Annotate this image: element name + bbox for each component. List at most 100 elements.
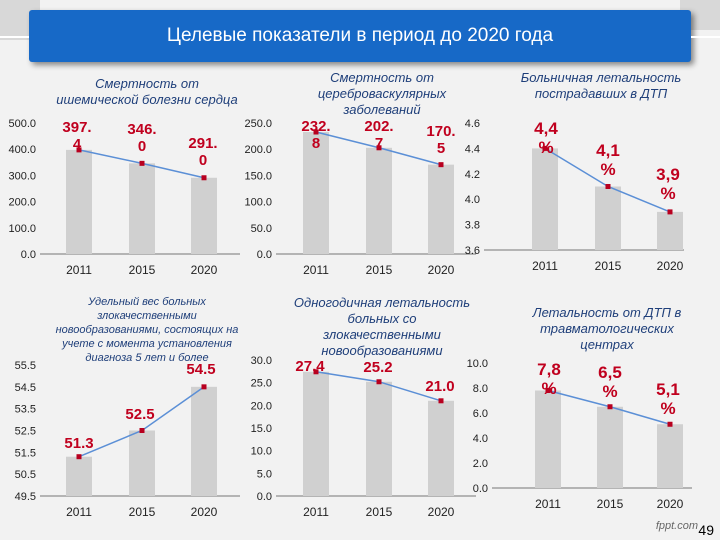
x-tick-label: 2020 (657, 259, 684, 273)
y-tick-label: 4.0 (473, 433, 488, 445)
chart-bar (535, 390, 561, 488)
divider (0, 36, 29, 38)
y-tick-label: 54.5 (15, 382, 36, 394)
y-tick-label: 100.0 (8, 223, 36, 235)
data-point-marker (76, 147, 82, 153)
data-point-marker (313, 129, 319, 135)
chart-bar (66, 456, 92, 496)
chart-bar (66, 149, 92, 254)
chart-title-line: диагноза 5 лет и более (85, 352, 208, 364)
data-label: 232. (301, 118, 330, 135)
y-tick-label: 6.0 (473, 408, 488, 420)
data-label: 7 (375, 135, 383, 152)
y-tick-label: 200.0 (8, 197, 36, 209)
chart-bar (303, 371, 329, 496)
data-label: 291. (188, 135, 217, 152)
y-tick-label: 2.0 (473, 458, 488, 470)
data-point-marker (139, 428, 145, 433)
chart-bar (428, 164, 454, 254)
y-tick-label: 0.0 (257, 249, 272, 261)
y-tick-label: 15.0 (251, 423, 272, 435)
chart-title-line: Больничная летальность (521, 70, 682, 85)
y-tick-label: 4.0 (465, 194, 480, 206)
data-point-marker (607, 404, 613, 410)
chart-title-line: Смертность от (330, 70, 434, 85)
y-tick-label: 49.5 (15, 491, 36, 503)
data-label: 0 (199, 152, 207, 169)
chart-title-line: пострадавших в ДТП (535, 86, 668, 101)
chart-title-line: Смертность от (95, 76, 199, 91)
data-label: 4,1 (596, 141, 620, 160)
data-point-marker (667, 209, 673, 215)
data-label: 5,1 (656, 380, 680, 399)
data-label: 202. (364, 118, 393, 135)
data-point-marker (667, 421, 673, 427)
page-number: 49 (698, 522, 714, 538)
chart-title-line: злокачественными (96, 310, 197, 322)
x-tick-label: 2015 (129, 505, 156, 519)
data-point-marker (76, 454, 82, 460)
chart-title-line: Удельный вес больных (87, 296, 206, 308)
chart-title-line: Одногодичная летальность (294, 295, 470, 310)
data-label: 25.2 (363, 359, 392, 376)
y-tick-label: 200.0 (244, 144, 272, 156)
x-tick-label: 2015 (366, 505, 393, 519)
chart-title-line: заболеваний (342, 102, 420, 117)
data-label: % (660, 184, 675, 203)
x-tick-label: 2011 (303, 263, 329, 277)
y-tick-label: 0.0 (21, 249, 36, 261)
data-label: 4 (73, 136, 82, 153)
x-tick-label: 2020 (191, 263, 218, 277)
chart-title-line: больных со (348, 311, 417, 326)
data-label: 7,8 (537, 360, 561, 379)
x-tick-label: 2015 (597, 497, 624, 511)
watermark: fppt.com (655, 520, 698, 532)
chart-title-line: новообразованиями (321, 343, 442, 358)
x-tick-label: 2011 (303, 505, 329, 519)
data-label: 397. (62, 119, 91, 136)
chart-title-line: злокачественными (322, 327, 441, 342)
data-label: % (602, 382, 617, 401)
chart-bar (532, 148, 558, 250)
chart-bar (366, 381, 392, 496)
y-tick-label: 10.0 (467, 358, 488, 370)
data-point-marker (438, 162, 444, 168)
chart-bar (129, 430, 155, 496)
y-tick-label: 3.6 (465, 245, 480, 257)
y-tick-label: 50.0 (251, 223, 272, 235)
y-tick-label: 10.0 (251, 446, 272, 458)
y-tick-label: 55.5 (15, 360, 36, 372)
chart-bar (657, 211, 683, 250)
y-tick-label: 4.4 (465, 143, 480, 155)
data-point-marker (313, 369, 319, 375)
chart-title-line: травматологических (540, 321, 674, 336)
data-label: % (538, 138, 553, 157)
chart-bar (428, 400, 454, 496)
data-point-marker (542, 145, 548, 151)
data-point-marker (376, 379, 382, 385)
chart-bar (303, 132, 329, 254)
y-tick-label: 5.0 (257, 468, 272, 480)
chart-bar (191, 177, 217, 254)
data-label: % (600, 160, 615, 179)
y-tick-label: 4.6 (465, 118, 480, 130)
data-label: 346. (127, 121, 156, 138)
chart-title-line: Летальность от ДТП в (532, 305, 682, 320)
data-label: 52.5 (125, 406, 154, 423)
y-tick-label: 50.5 (15, 469, 36, 481)
chart-bar (191, 386, 217, 496)
x-tick-label: 2011 (532, 259, 558, 273)
chart-bar (597, 406, 623, 488)
data-point-marker (376, 145, 382, 151)
data-point-marker (605, 184, 611, 189)
x-tick-label: 2015 (129, 263, 156, 277)
data-label: 21.0 (425, 378, 454, 395)
y-tick-label: 30.0 (251, 355, 272, 367)
data-label: % (541, 379, 556, 398)
data-point-marker (139, 160, 145, 166)
data-label: 5 (437, 140, 445, 157)
y-tick-label: 8.0 (473, 383, 488, 395)
y-tick-label: 0.0 (473, 483, 488, 495)
data-label: 170. (426, 123, 455, 140)
